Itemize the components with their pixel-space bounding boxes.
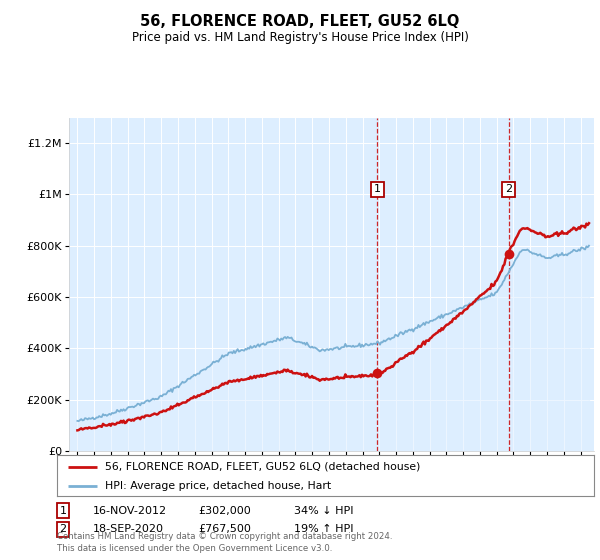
Text: Price paid vs. HM Land Registry's House Price Index (HPI): Price paid vs. HM Land Registry's House … — [131, 31, 469, 44]
Text: 2: 2 — [505, 184, 512, 194]
Text: 56, FLORENCE ROAD, FLEET, GU52 6LQ (detached house): 56, FLORENCE ROAD, FLEET, GU52 6LQ (deta… — [106, 461, 421, 472]
Text: 34% ↓ HPI: 34% ↓ HPI — [294, 506, 353, 516]
Text: HPI: Average price, detached house, Hart: HPI: Average price, detached house, Hart — [106, 480, 331, 491]
Text: 2: 2 — [59, 524, 67, 534]
Text: £767,500: £767,500 — [198, 524, 251, 534]
Text: 16-NOV-2012: 16-NOV-2012 — [93, 506, 167, 516]
Text: 1: 1 — [59, 506, 67, 516]
Text: 56, FLORENCE ROAD, FLEET, GU52 6LQ: 56, FLORENCE ROAD, FLEET, GU52 6LQ — [140, 14, 460, 29]
Text: 19% ↑ HPI: 19% ↑ HPI — [294, 524, 353, 534]
Text: 1: 1 — [374, 184, 381, 194]
Text: £302,000: £302,000 — [198, 506, 251, 516]
Text: 18-SEP-2020: 18-SEP-2020 — [93, 524, 164, 534]
Text: Contains HM Land Registry data © Crown copyright and database right 2024.
This d: Contains HM Land Registry data © Crown c… — [57, 533, 392, 553]
